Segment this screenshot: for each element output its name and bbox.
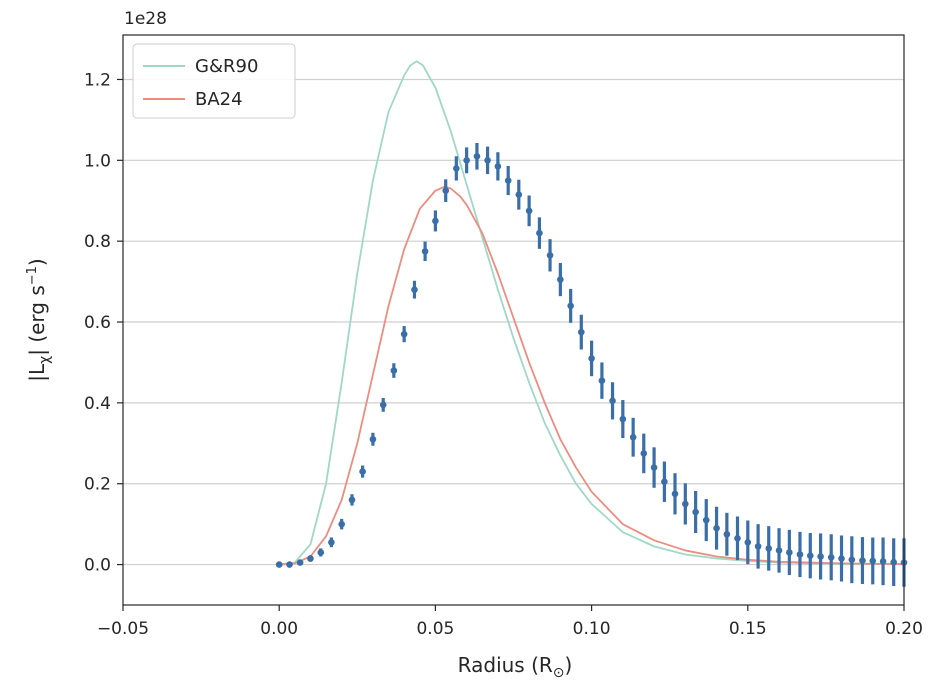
y-axis-label-sub: χ — [37, 356, 53, 364]
legend: G&R90 BA24 — [132, 43, 296, 119]
data-point — [859, 557, 866, 564]
data-point — [786, 549, 793, 556]
data-point — [577, 328, 585, 336]
data-point — [473, 152, 481, 160]
data-point — [463, 157, 470, 164]
data-point — [650, 464, 658, 471]
data-point — [796, 551, 804, 558]
x-axis-label-sub: ⊙ — [553, 665, 565, 681]
data-point — [869, 557, 877, 565]
data-point — [307, 555, 314, 562]
data-point — [640, 450, 648, 457]
data-point — [317, 549, 325, 556]
data-point — [806, 552, 814, 559]
data-point — [734, 534, 741, 542]
x-tick-label: 0.10 — [573, 619, 611, 639]
data-point — [400, 330, 408, 338]
y-tick-label: 0.0 — [84, 556, 111, 576]
data-point — [744, 539, 752, 546]
data-point — [661, 478, 668, 486]
data-point — [546, 252, 554, 259]
data-point — [379, 401, 387, 409]
data-point — [775, 547, 783, 554]
data-point — [723, 530, 731, 538]
data-point — [504, 177, 512, 184]
x-axis-label-main: Radius (R — [458, 653, 553, 677]
data-point — [848, 556, 856, 564]
data-point — [682, 500, 689, 508]
y-tick-label: 0.2 — [84, 475, 111, 495]
y-offset-label: 1e28 — [124, 9, 167, 29]
legend-label-g-r90: G&R90 — [195, 56, 258, 77]
data-point — [286, 561, 293, 568]
data-point — [765, 545, 773, 552]
data-point — [369, 435, 377, 443]
data-point — [629, 433, 637, 441]
data-point — [838, 555, 845, 562]
data-point — [296, 559, 304, 566]
data-point — [557, 276, 564, 283]
x-axis-label: Radius (R⊙) — [458, 653, 573, 681]
plot-frame — [122, 34, 905, 606]
y-tick-label: 0.6 — [84, 313, 111, 333]
y-tick-label: 1.0 — [84, 151, 111, 171]
data-point — [827, 553, 835, 561]
y-axis-label-rest: | (erg s — [25, 285, 49, 356]
ticks-layer: 0.0 0.2 0.4 0.6 0.8 1.0 1.2 −0.05 0.00 0.05 0.10 0.… — [84, 70, 923, 639]
data-point — [879, 558, 887, 565]
data-point — [390, 367, 398, 374]
data-point — [442, 187, 450, 194]
x-axis-label-close: ) — [565, 653, 573, 677]
data-point — [671, 490, 679, 498]
x-tick-label: −0.05 — [97, 619, 149, 639]
x-tick-label: 0.15 — [729, 619, 767, 639]
data-point — [609, 397, 616, 405]
data-point — [432, 217, 439, 225]
series-line-1 — [279, 185, 905, 566]
data-point — [275, 561, 283, 568]
data-point — [567, 302, 574, 310]
y-axis-label: |Lχ| (erg s−1) — [25, 258, 53, 382]
legend-label-ba24: BA24 — [195, 89, 243, 110]
data-point — [598, 377, 606, 384]
y-axis-label-sup: −1 — [25, 266, 40, 285]
data-point — [328, 539, 335, 546]
data-point — [525, 207, 533, 215]
data-point — [702, 516, 710, 524]
y-axis-label-main: |L — [25, 363, 49, 382]
data-point — [359, 468, 366, 475]
data-point — [588, 355, 595, 362]
y-axis-label-close: ) — [25, 258, 49, 266]
data-point — [692, 508, 699, 516]
x-tick-label: 0.05 — [416, 619, 454, 639]
x-tick-label: 0.00 — [260, 619, 298, 639]
grid-layer — [123, 78, 904, 566]
data-point — [348, 496, 356, 504]
series-line-0 — [279, 60, 905, 566]
data-point — [713, 524, 720, 532]
data-point — [817, 553, 824, 560]
data-point — [421, 247, 429, 255]
data-point — [338, 520, 345, 528]
series-layer — [275, 60, 908, 587]
data-point — [484, 157, 491, 164]
data-point — [619, 415, 627, 423]
data-point — [494, 163, 502, 170]
data-point — [754, 543, 762, 550]
x-tick-label: 0.20 — [885, 619, 923, 639]
data-point — [536, 229, 543, 237]
data-point — [515, 191, 523, 198]
y-tick-label: 0.4 — [84, 394, 111, 414]
data-point — [890, 558, 897, 566]
y-tick-label: 0.8 — [84, 232, 111, 252]
data-point — [411, 286, 418, 293]
y-tick-label: 1.2 — [84, 70, 111, 90]
data-point — [453, 165, 460, 172]
